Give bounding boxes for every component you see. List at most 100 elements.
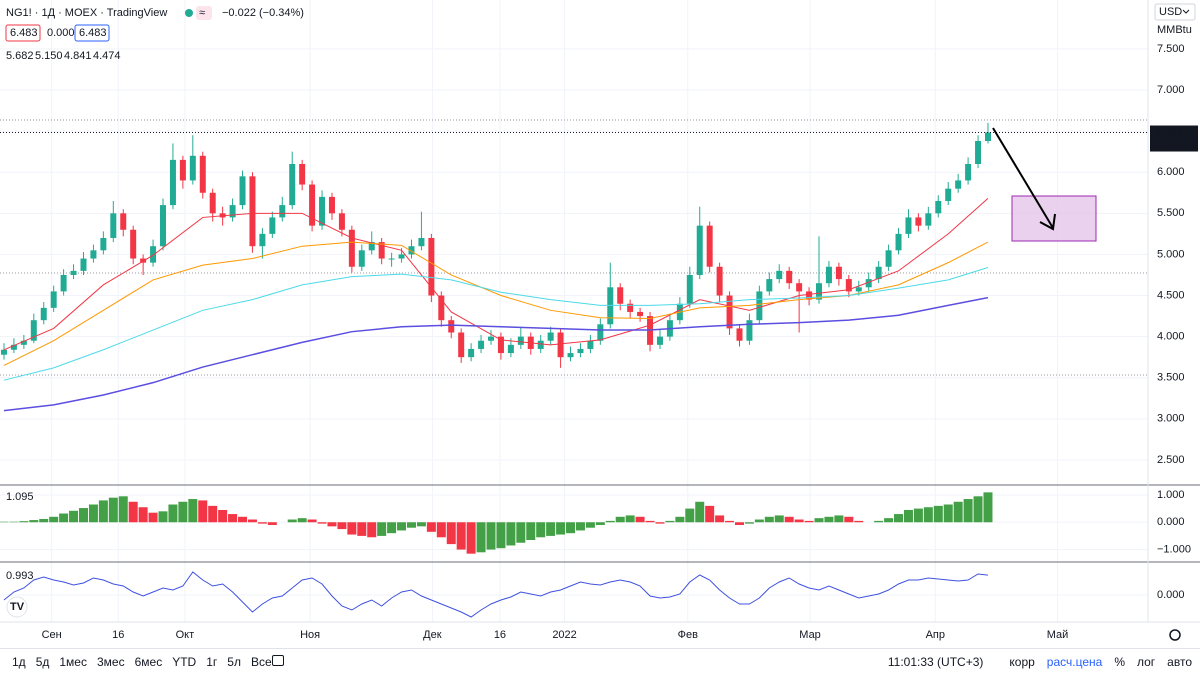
histogram-bar [148,512,158,523]
candle-body [597,324,604,341]
histogram-bar [675,516,685,523]
y-tick-label: 0.000 [1157,589,1185,601]
y-tick-label: 5.500 [1157,207,1185,219]
histogram-bar [635,516,645,523]
candle-body [885,250,892,267]
candle-body [50,291,57,308]
histogram-bar [754,519,764,523]
ma-legend: 5.682 5.150 4.841 4.474 [6,50,121,62]
x-tick-label: 16 [494,629,506,641]
option-button[interactable]: авто [1167,655,1192,669]
calendar-icon[interactable] [272,655,284,666]
candle-body [70,270,77,275]
candle-body [458,332,465,358]
range-button[interactable]: 1г [206,655,218,669]
status-icon [196,6,212,20]
ask-box[interactable] [74,24,110,42]
histogram-bar [347,522,357,535]
histogram-bar [625,515,635,523]
ask: 6.483 [79,27,107,39]
candle-body [577,348,584,354]
histogram-bar [387,522,397,534]
histogram-bar [834,515,844,523]
status-icon-glyph: ≈ [199,7,205,19]
option-button[interactable]: лог [1136,655,1156,669]
candle-body [567,353,574,358]
candle-body [845,279,852,292]
range-button[interactable]: YTD [172,655,197,669]
range-button[interactable]: 3мес [96,655,125,669]
x-tick-label: Сен [42,629,62,641]
candle-body [965,163,972,181]
histogram-bar [615,516,625,523]
range-button[interactable]: Все [250,655,272,669]
candle-body [338,213,345,230]
range-button[interactable]: 1д [12,655,26,669]
histogram-bar [108,497,118,523]
range-button[interactable]: 5д [35,655,50,669]
currency-select[interactable] [1154,3,1196,21]
arrow[interactable] [992,127,1054,229]
y-tick-label: 3.500 [1157,372,1185,384]
arrow-head [1039,213,1056,231]
x-tick-label: Фев [678,629,698,641]
x-tick-label: Дек [423,629,442,641]
histogram-bar [983,492,993,523]
candle-body [915,217,922,226]
candle-body [60,274,67,292]
bid: 6.483 [10,27,38,39]
candle-body [537,340,544,349]
logo[interactable] [6,596,28,618]
candle-body [557,332,564,358]
histogram-bar [764,516,774,523]
candle-body [378,242,385,259]
histogram-bar [526,522,536,541]
candle-body [100,237,107,251]
candle-body [279,205,286,218]
candle-body [160,205,167,247]
histogram-bar [566,522,576,534]
candle-body [706,225,713,267]
candle-body [199,155,206,193]
candle-body [40,307,47,321]
logo-mark: TV [10,601,25,613]
chart: NG1! · 1Д · MOEX · TradingView ≈ −0.022 … [0,0,1200,641]
option-button[interactable]: % [1114,655,1125,669]
histogram-bar [29,520,39,523]
candle-body [776,270,783,280]
ma-legend-value: 4.474 [93,50,121,62]
range-button[interactable]: 6мес [134,655,163,669]
option-button[interactable]: расч.цена [1046,655,1103,669]
oscillator-value: 0.993 [6,570,34,582]
y-tick-label: 7.000 [1157,84,1185,96]
price-tag [1150,125,1198,152]
candle-body [388,258,395,260]
x-tick-label: 2022 [552,629,576,641]
histogram-bar [188,499,198,523]
plot [0,122,1148,618]
histogram-bar [575,522,585,531]
candle-body [955,180,962,189]
histogram-bar [98,500,108,523]
histogram-bar [436,522,446,538]
histogram-bar [725,520,735,523]
candle-body [20,340,27,345]
histogram-bar [247,519,257,523]
settings-icon[interactable] [1169,629,1181,641]
range-button[interactable]: 1мес [59,655,87,669]
histogram-bar [178,501,188,523]
histogram-bar [963,499,973,523]
option-button[interactable]: корр [1009,655,1035,669]
y-tick-label: 0.000 [1157,516,1185,528]
histogram-bar [228,514,238,523]
histogram-bar [874,520,884,523]
range-button[interactable]: 5л [227,655,241,669]
candle-body [696,225,703,275]
bid-box[interactable] [5,24,41,42]
x-tick-label: Апр [926,629,945,641]
histogram-bar [953,501,963,523]
candle-body [319,196,326,226]
currency: USD [1159,6,1182,18]
candle-body [806,291,813,300]
